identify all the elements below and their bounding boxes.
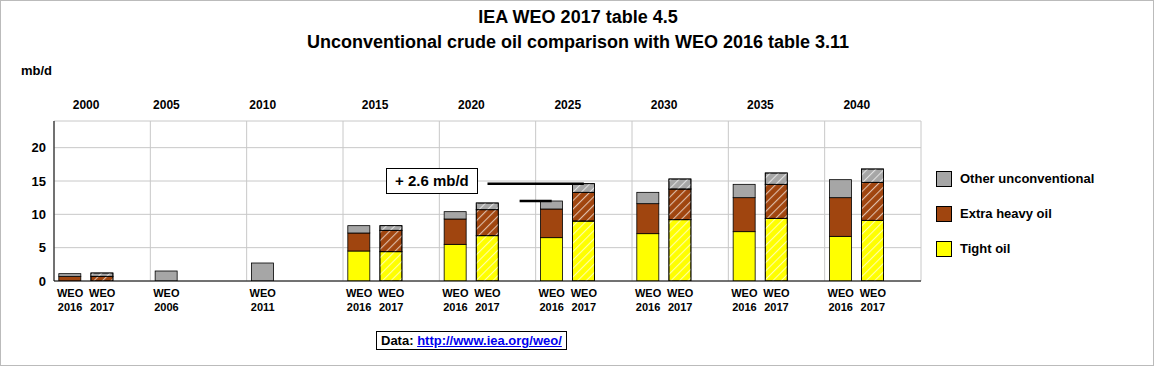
svg-text:2015: 2015 bbox=[362, 98, 389, 112]
svg-text:10: 10 bbox=[32, 207, 46, 222]
svg-text:WEO2016: WEO2016 bbox=[442, 287, 469, 313]
svg-text:WEO2006: WEO2006 bbox=[153, 287, 180, 313]
svg-text:WEO2017: WEO2017 bbox=[763, 287, 790, 313]
html-text:mb/d: mb/d bbox=[21, 63, 53, 78]
svg-text:2020: 2020 bbox=[458, 98, 485, 112]
svg-text:WEO2016: WEO2016 bbox=[539, 287, 566, 313]
svg-text:WEO2016: WEO2016 bbox=[346, 287, 373, 313]
svg-text:0: 0 bbox=[39, 274, 46, 289]
svg-text:15: 15 bbox=[32, 174, 46, 189]
svg-text:2040: 2040 bbox=[843, 98, 870, 112]
svg-text:2025: 2025 bbox=[554, 98, 581, 112]
html-text:Extra heavy oil: Extra heavy oil bbox=[960, 206, 1052, 221]
svg-text:WEO2017: WEO2017 bbox=[89, 287, 116, 313]
svg-text:WEO2017: WEO2017 bbox=[860, 287, 887, 313]
svg-text:WEO2016: WEO2016 bbox=[57, 287, 84, 313]
svg-text:2010: 2010 bbox=[249, 98, 276, 112]
html-text:Unconventional crude oil compa: Unconventional crude oil comparison with… bbox=[306, 32, 850, 52]
svg-text:2000: 2000 bbox=[73, 98, 100, 112]
svg-text:WEO2016: WEO2016 bbox=[828, 287, 855, 313]
svg-text:20: 20 bbox=[32, 140, 46, 155]
html-text:Other unconventional: Other unconventional bbox=[960, 171, 1095, 186]
svg-text:WEO2016: WEO2016 bbox=[635, 287, 662, 313]
svg-text:2005: 2005 bbox=[153, 98, 180, 112]
svg-text:WEO2016: WEO2016 bbox=[731, 287, 758, 313]
svg-text:WEO2017: WEO2017 bbox=[378, 287, 405, 313]
html-text:+ 2.6 mb/d: + 2.6 mb/d bbox=[395, 172, 469, 189]
svg-text:WEO2011: WEO2011 bbox=[250, 287, 277, 313]
svg-text:WEO2017: WEO2017 bbox=[667, 287, 694, 313]
svg-text:WEO2017: WEO2017 bbox=[571, 287, 598, 313]
svg-text:WEO2017: WEO2017 bbox=[474, 287, 501, 313]
html-text:Data: http://www.iea.org/weo/: Data: http://www.iea.org/weo/ bbox=[381, 333, 562, 348]
svg-text:2035: 2035 bbox=[747, 98, 774, 112]
svg-text:2030: 2030 bbox=[651, 98, 678, 112]
html-text:Tight oil: Tight oil bbox=[960, 241, 1011, 256]
svg-text:5: 5 bbox=[39, 240, 46, 255]
html-text:IEA WEO 2017 table 4.5: IEA WEO 2017 table 4.5 bbox=[478, 7, 678, 27]
